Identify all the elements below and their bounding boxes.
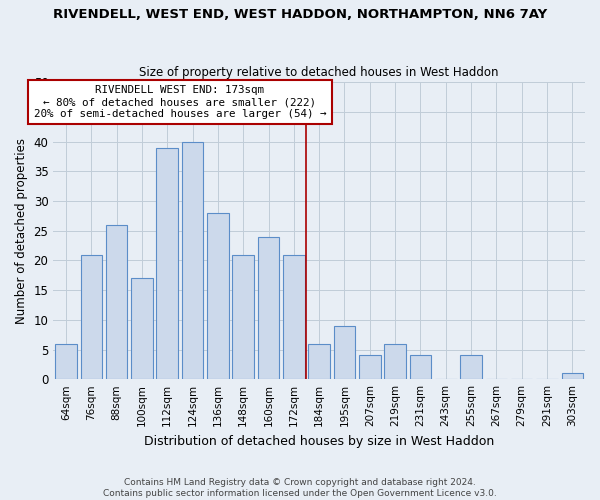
- Text: RIVENDELL WEST END: 173sqm
← 80% of detached houses are smaller (222)
20% of sem: RIVENDELL WEST END: 173sqm ← 80% of deta…: [34, 86, 326, 118]
- Bar: [460, 356, 482, 379]
- Bar: [283, 254, 305, 379]
- Bar: [385, 344, 406, 379]
- Text: Contains HM Land Registry data © Crown copyright and database right 2024.
Contai: Contains HM Land Registry data © Crown c…: [103, 478, 497, 498]
- Bar: [562, 373, 583, 379]
- Bar: [258, 236, 279, 379]
- Text: RIVENDELL, WEST END, WEST HADDON, NORTHAMPTON, NN6 7AY: RIVENDELL, WEST END, WEST HADDON, NORTHA…: [53, 8, 547, 20]
- Bar: [106, 225, 127, 379]
- Bar: [131, 278, 152, 379]
- X-axis label: Distribution of detached houses by size in West Haddon: Distribution of detached houses by size …: [144, 434, 494, 448]
- Bar: [410, 356, 431, 379]
- Bar: [157, 148, 178, 379]
- Bar: [308, 344, 330, 379]
- Bar: [207, 213, 229, 379]
- Bar: [55, 344, 77, 379]
- Title: Size of property relative to detached houses in West Haddon: Size of property relative to detached ho…: [139, 66, 499, 78]
- Bar: [182, 142, 203, 379]
- Bar: [334, 326, 355, 379]
- Bar: [359, 356, 380, 379]
- Bar: [232, 254, 254, 379]
- Y-axis label: Number of detached properties: Number of detached properties: [15, 138, 28, 324]
- Bar: [80, 254, 102, 379]
